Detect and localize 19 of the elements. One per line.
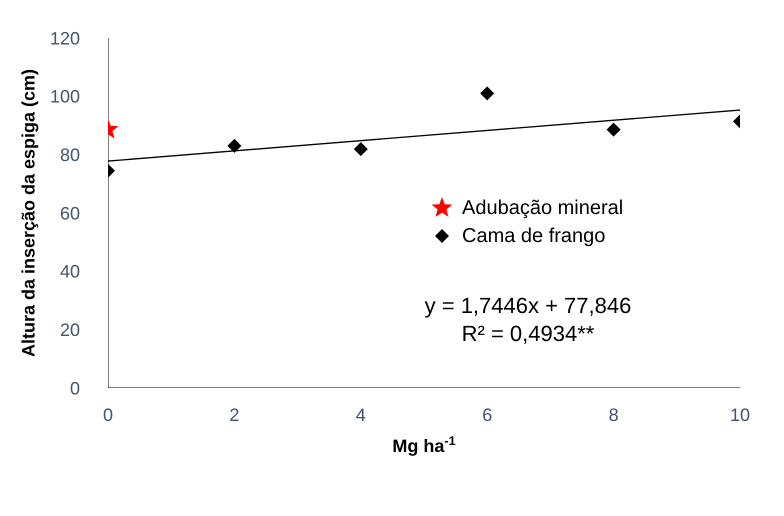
annotation: R² = 0,4934** — [460, 320, 596, 348]
x-tick-label: 2 — [229, 404, 240, 425]
y-tick-label: 0 — [70, 378, 80, 398]
y-tick-label: 120 — [50, 28, 80, 48]
x-tick-label: 8 — [608, 404, 619, 425]
legend-label: Cama de frango — [462, 224, 606, 249]
x-tick-label: 6 — [482, 404, 492, 425]
y-tick-label: 100 — [50, 86, 80, 107]
annotation: y = 1,7446x + 77,846 — [424, 292, 632, 320]
x-tick-label: 4 — [356, 404, 366, 425]
x-axis-title: Mg ha$^{-1}$ — [392, 434, 456, 456]
x-tick-label: 0 — [102, 404, 114, 425]
x-tick-label: 10 — [730, 404, 750, 425]
y-tick-label: 80 — [60, 145, 80, 166]
y-tick-label: 40 — [60, 262, 80, 282]
y-tick-label: 20 — [60, 320, 80, 340]
y-tick-label: 60 — [60, 203, 80, 224]
y-axis-title: Altura da inserção da espiga (cm) — [18, 68, 38, 358]
legend-label: Adubação mineral — [462, 196, 624, 221]
